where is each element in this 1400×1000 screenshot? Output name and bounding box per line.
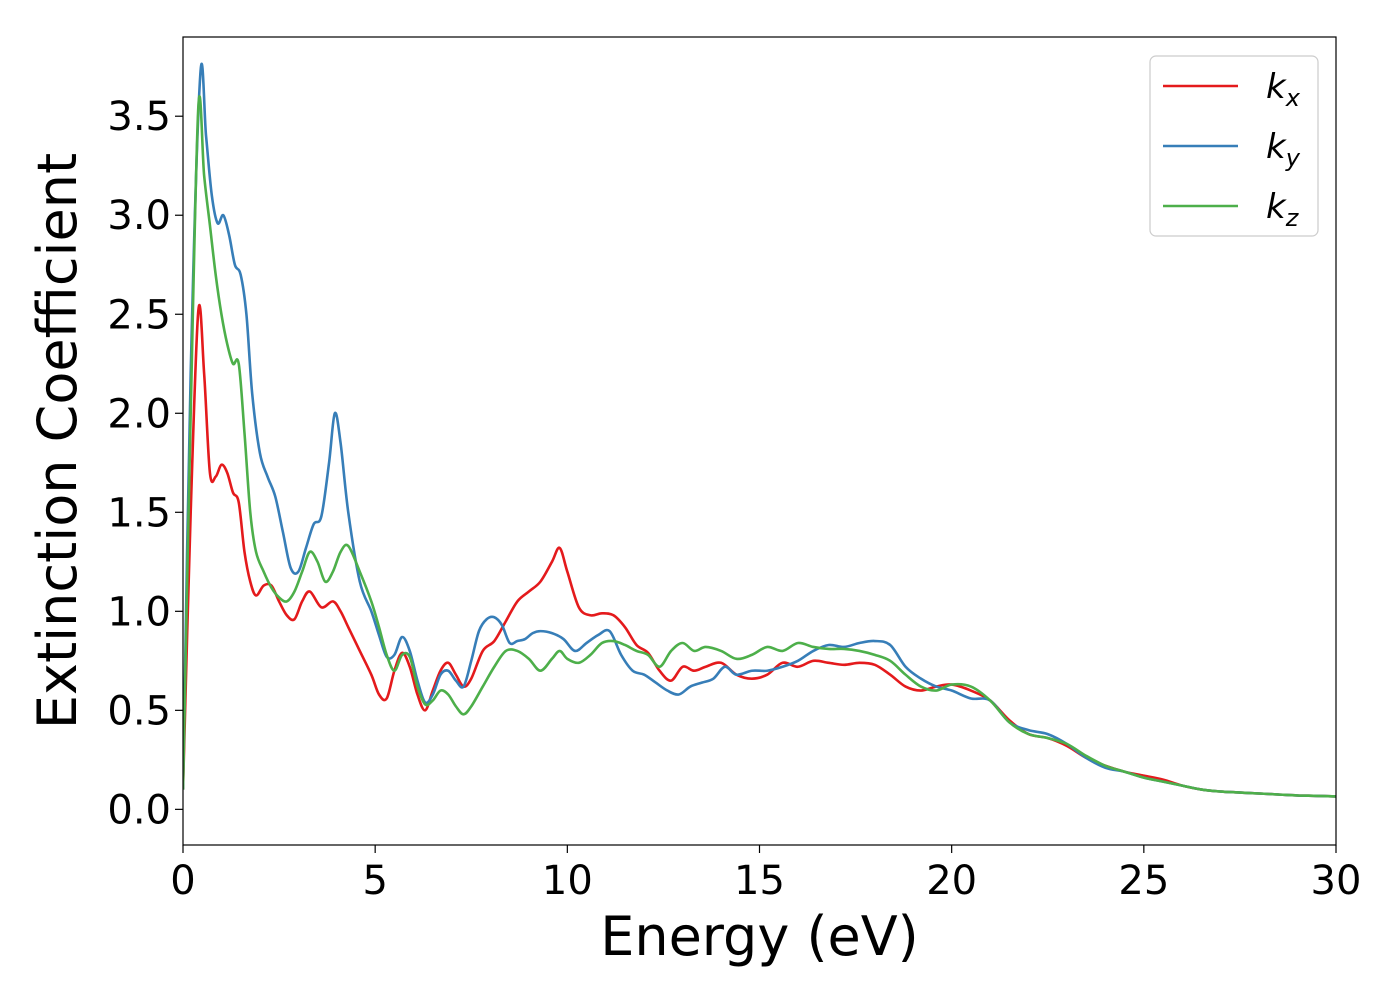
series-line-kx	[183, 303, 1336, 798]
x-tick-label: 15	[734, 858, 785, 904]
y-tick-label: 0.0	[107, 787, 171, 833]
y-tick-label: 3.0	[107, 193, 171, 239]
legend-label-main: k	[1266, 127, 1287, 167]
y-axis-ticks: 0.0 0.5 1.0 1.5 2.0 2.5 3.0 3.5	[107, 94, 183, 833]
y-tick-label: 0.5	[107, 688, 171, 734]
legend-label-main: k	[1266, 187, 1287, 227]
legend-label-kx: kx	[1266, 67, 1301, 112]
series-layer	[183, 62, 1336, 798]
y-tick-label: 1.5	[107, 490, 171, 536]
x-tick-label: 30	[1311, 858, 1362, 904]
legend-label-main: k	[1266, 67, 1287, 107]
legend-label-subscript: z	[1285, 204, 1300, 232]
x-tick-label: 10	[542, 858, 593, 904]
y-tick-label: 1.0	[107, 589, 171, 635]
series-line-kz	[183, 95, 1336, 798]
y-tick-label: 2.5	[107, 292, 171, 338]
y-tick-label: 3.5	[107, 94, 171, 140]
legend-label-subscript: y	[1285, 144, 1301, 172]
x-axis-label: Energy (eV)	[600, 905, 919, 968]
x-tick-label: 5	[362, 858, 387, 904]
x-tick-label: 20	[926, 858, 977, 904]
legend-label-ky: ky	[1266, 127, 1301, 172]
y-axis-label: Extinction Coefficient	[26, 153, 89, 729]
legend-label-kz: kz	[1266, 187, 1300, 232]
x-tick-label: 0	[170, 858, 195, 904]
x-axis-ticks: 0 5 10 15 20 25 30	[170, 845, 1361, 904]
x-tick-label: 25	[1118, 858, 1169, 904]
legend-label-subscript: x	[1285, 84, 1301, 112]
y-tick-label: 2.0	[107, 391, 171, 437]
